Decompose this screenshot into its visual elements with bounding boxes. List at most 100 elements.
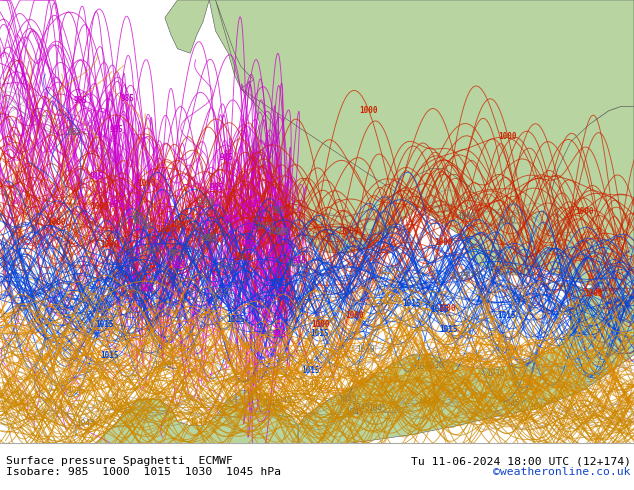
- Polygon shape: [209, 0, 634, 275]
- Text: 1045: 1045: [418, 397, 437, 406]
- Text: 1015: 1015: [450, 272, 469, 281]
- Text: 1045: 1045: [345, 409, 363, 417]
- Text: 985: 985: [172, 262, 186, 270]
- Text: 1015: 1015: [95, 320, 113, 329]
- Text: 1045: 1045: [273, 396, 292, 405]
- Text: 985: 985: [273, 330, 287, 340]
- Text: 1030: 1030: [496, 344, 514, 353]
- Text: 1030: 1030: [39, 353, 58, 363]
- Text: 1000: 1000: [196, 197, 214, 207]
- Text: 985: 985: [169, 249, 182, 259]
- Text: 985: 985: [243, 223, 257, 232]
- Text: 985: 985: [223, 215, 237, 224]
- Text: 1045: 1045: [368, 404, 387, 413]
- Text: 1015: 1015: [497, 311, 515, 320]
- Text: 1015: 1015: [557, 305, 576, 315]
- Text: 1000: 1000: [137, 179, 155, 188]
- Text: 1015: 1015: [402, 299, 420, 308]
- Text: 1030: 1030: [464, 355, 483, 364]
- Text: 1000: 1000: [171, 220, 189, 229]
- Text: 1000: 1000: [138, 247, 157, 256]
- Text: 1045: 1045: [76, 419, 94, 428]
- Text: 1000: 1000: [311, 319, 330, 329]
- Text: 985: 985: [89, 172, 103, 181]
- Text: 1030: 1030: [536, 347, 555, 356]
- Text: 1015: 1015: [101, 351, 119, 360]
- Text: 1030: 1030: [379, 376, 398, 385]
- Text: 1030: 1030: [469, 392, 488, 401]
- Text: 1030: 1030: [415, 362, 434, 371]
- Text: 1045: 1045: [338, 395, 356, 404]
- Text: 1000: 1000: [47, 218, 65, 227]
- Text: 985: 985: [203, 234, 217, 243]
- Text: 1030: 1030: [486, 369, 505, 378]
- Text: 1015: 1015: [311, 329, 329, 338]
- Text: 1015: 1015: [461, 269, 479, 277]
- Text: 1045: 1045: [67, 386, 86, 395]
- Text: 985: 985: [67, 128, 81, 137]
- Text: 1030: 1030: [275, 354, 294, 363]
- Text: 1000: 1000: [359, 106, 378, 115]
- Text: Surface pressure Spaghetti  ECMWF: Surface pressure Spaghetti ECMWF: [6, 457, 233, 466]
- Text: 985: 985: [292, 256, 306, 265]
- Text: 1030: 1030: [488, 334, 506, 343]
- Text: 985: 985: [219, 153, 233, 162]
- Text: 1045: 1045: [346, 369, 365, 378]
- Text: 1015: 1015: [269, 279, 288, 288]
- Polygon shape: [165, 0, 209, 53]
- Text: 1000: 1000: [377, 225, 395, 234]
- Text: 985: 985: [276, 228, 289, 237]
- Text: 1045: 1045: [262, 399, 280, 408]
- Text: 1045: 1045: [351, 403, 370, 412]
- Text: 1000: 1000: [346, 312, 364, 320]
- Text: 1045: 1045: [418, 399, 437, 409]
- Polygon shape: [216, 0, 254, 89]
- Polygon shape: [539, 106, 634, 288]
- Text: 1000: 1000: [437, 303, 456, 313]
- Text: 1015: 1015: [216, 263, 234, 271]
- Text: Tu 11-06-2024 18:00 UTC (12+174): Tu 11-06-2024 18:00 UTC (12+174): [411, 457, 631, 466]
- Text: 1000: 1000: [575, 207, 593, 216]
- Text: 1030: 1030: [356, 345, 375, 354]
- Text: 1000: 1000: [456, 212, 476, 220]
- Text: 1045: 1045: [501, 399, 520, 408]
- Text: 985: 985: [120, 94, 134, 103]
- Text: 985: 985: [131, 212, 145, 221]
- Text: 985: 985: [271, 205, 285, 215]
- Text: 985: 985: [242, 240, 256, 249]
- Text: ©weatheronline.co.uk: ©weatheronline.co.uk: [493, 467, 631, 477]
- Text: 1015: 1015: [439, 324, 458, 334]
- Text: 1000: 1000: [340, 227, 359, 236]
- Text: 1000: 1000: [157, 225, 175, 234]
- Text: 985: 985: [110, 125, 124, 134]
- Polygon shape: [95, 390, 298, 443]
- Text: 1045: 1045: [529, 403, 548, 412]
- Text: 1015: 1015: [430, 305, 449, 314]
- Text: 1000: 1000: [434, 238, 453, 247]
- Text: 1030: 1030: [425, 361, 444, 370]
- Text: 1015: 1015: [377, 268, 396, 276]
- Text: 1000: 1000: [499, 132, 517, 141]
- Text: 1000: 1000: [267, 227, 285, 236]
- Text: 1030: 1030: [505, 347, 524, 356]
- Text: 1015: 1015: [286, 260, 304, 269]
- Text: 1045: 1045: [189, 417, 207, 427]
- Text: 1000: 1000: [584, 289, 603, 298]
- Text: 985: 985: [247, 200, 261, 209]
- Text: 1015: 1015: [226, 316, 245, 324]
- Polygon shape: [241, 89, 634, 443]
- Text: 1045: 1045: [109, 402, 128, 411]
- Text: 1015: 1015: [129, 286, 148, 294]
- Text: 1015: 1015: [301, 366, 320, 375]
- Text: 1000: 1000: [131, 217, 150, 226]
- Text: 1000: 1000: [255, 222, 273, 231]
- Text: 985: 985: [142, 222, 156, 231]
- Text: 1030: 1030: [153, 361, 172, 370]
- Text: 985: 985: [74, 96, 87, 105]
- Text: 1000: 1000: [233, 253, 252, 262]
- Text: 1000: 1000: [497, 216, 515, 225]
- Text: 1045: 1045: [168, 344, 186, 353]
- Text: Isobare: 985  1000  1015  1030  1045 hPa: Isobare: 985 1000 1015 1030 1045 hPa: [6, 467, 281, 477]
- Text: 985: 985: [199, 234, 212, 243]
- Text: 1000: 1000: [100, 241, 119, 249]
